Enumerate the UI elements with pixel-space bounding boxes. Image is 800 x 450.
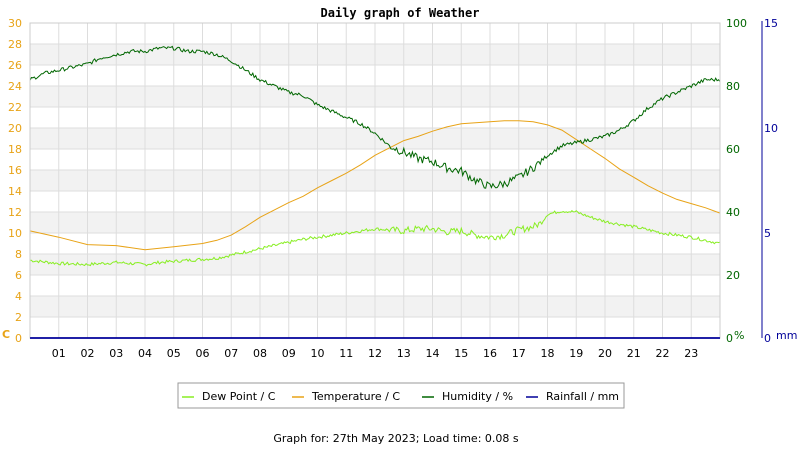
x-tick-label: 10 [311, 347, 325, 360]
y-tick-label-left: 14 [8, 185, 22, 198]
y-tick-label-rainfall: 10 [764, 122, 778, 135]
y-tick-label-left: 10 [8, 227, 22, 240]
y-tick-label-left: 20 [8, 122, 22, 135]
y-tick-label-humidity: 20 [726, 269, 740, 282]
x-tick-label: 04 [138, 347, 152, 360]
y-tick-label-left: 30 [8, 17, 22, 30]
series-temperature-line [29, 120, 721, 251]
x-tick-label: 06 [196, 347, 210, 360]
legend-box [177, 382, 625, 409]
y-tick-label-rainfall: 15 [764, 17, 778, 30]
y-tick-label-humidity: 100 [726, 17, 747, 30]
y-tick-label-left: 4 [15, 290, 22, 303]
y-tick-label-left: 8 [15, 248, 22, 261]
x-tick-label: 19 [569, 347, 583, 360]
x-tick-label: 18 [541, 347, 555, 360]
y-tick-label-left: 24 [8, 80, 22, 93]
y-tick-label-left: 0 [15, 332, 22, 345]
x-tick-label: 09 [282, 347, 296, 360]
series-dew-point-line [30, 210, 721, 267]
grid-lines [30, 23, 720, 338]
x-tick-label: 07 [224, 347, 238, 360]
x-tick-label: 15 [454, 347, 468, 360]
x-tick-label: 02 [81, 347, 95, 360]
y-tick-label-left: 18 [8, 143, 22, 156]
x-tick-label: 22 [656, 347, 670, 360]
y-tick-label-humidity: 80 [726, 80, 740, 93]
x-tick-label: 05 [167, 347, 181, 360]
y-tick-label-humidity: 60 [726, 143, 740, 156]
x-tick-label: 08 [253, 347, 267, 360]
series-humidity-line [29, 45, 721, 189]
y-tick-label-humidity: 0 [726, 332, 733, 345]
axes [29, 21, 763, 339]
x-tick-label: 23 [684, 347, 698, 360]
x-tick-label: 12 [368, 347, 382, 360]
footer-text: Graph for: 27th May 2023; Load time: 0.0… [273, 432, 519, 445]
y-tick-label-left: 22 [8, 101, 22, 114]
legend: Dew Point / C Temperature / C Humidity / %… [177, 382, 625, 409]
y-tick-label-rainfall: 0 [764, 332, 771, 345]
y-tick-label-left: 26 [8, 59, 22, 72]
x-tick-label: 20 [598, 347, 612, 360]
legend-entry: Rainfall / mm [546, 390, 619, 403]
x-tick-label: 01 [52, 347, 66, 360]
x-tick-label: 03 [109, 347, 123, 360]
y-tick-label-left: 28 [8, 38, 22, 51]
y-tick-label-left: 16 [8, 164, 22, 177]
y-tick-label-left: 2 [15, 311, 22, 324]
y-tick-label-rainfall: 5 [764, 227, 771, 240]
legend-entry: Humidity / % [442, 390, 513, 403]
y-axis-unit-humidity: % [734, 329, 744, 342]
y-tick-label-humidity: 40 [726, 206, 740, 219]
legend-entry: Temperature / C [311, 390, 400, 403]
y-tick-label-left: 12 [8, 206, 22, 219]
x-tick-label: 17 [512, 347, 526, 360]
x-tick-label: 11 [339, 347, 353, 360]
legend-entry: Dew Point / C [202, 390, 276, 403]
x-tick-label: 16 [483, 347, 497, 360]
x-tick-label: 13 [397, 347, 411, 360]
y-tick-label-left: 6 [15, 269, 22, 282]
y-axis-unit-rainfall: mm [776, 329, 797, 342]
x-tick-label: 14 [426, 347, 440, 360]
y-axis-unit-left: C [2, 328, 10, 341]
x-tick-label: 21 [627, 347, 641, 360]
chart-title: Daily graph of Weather [321, 6, 480, 20]
